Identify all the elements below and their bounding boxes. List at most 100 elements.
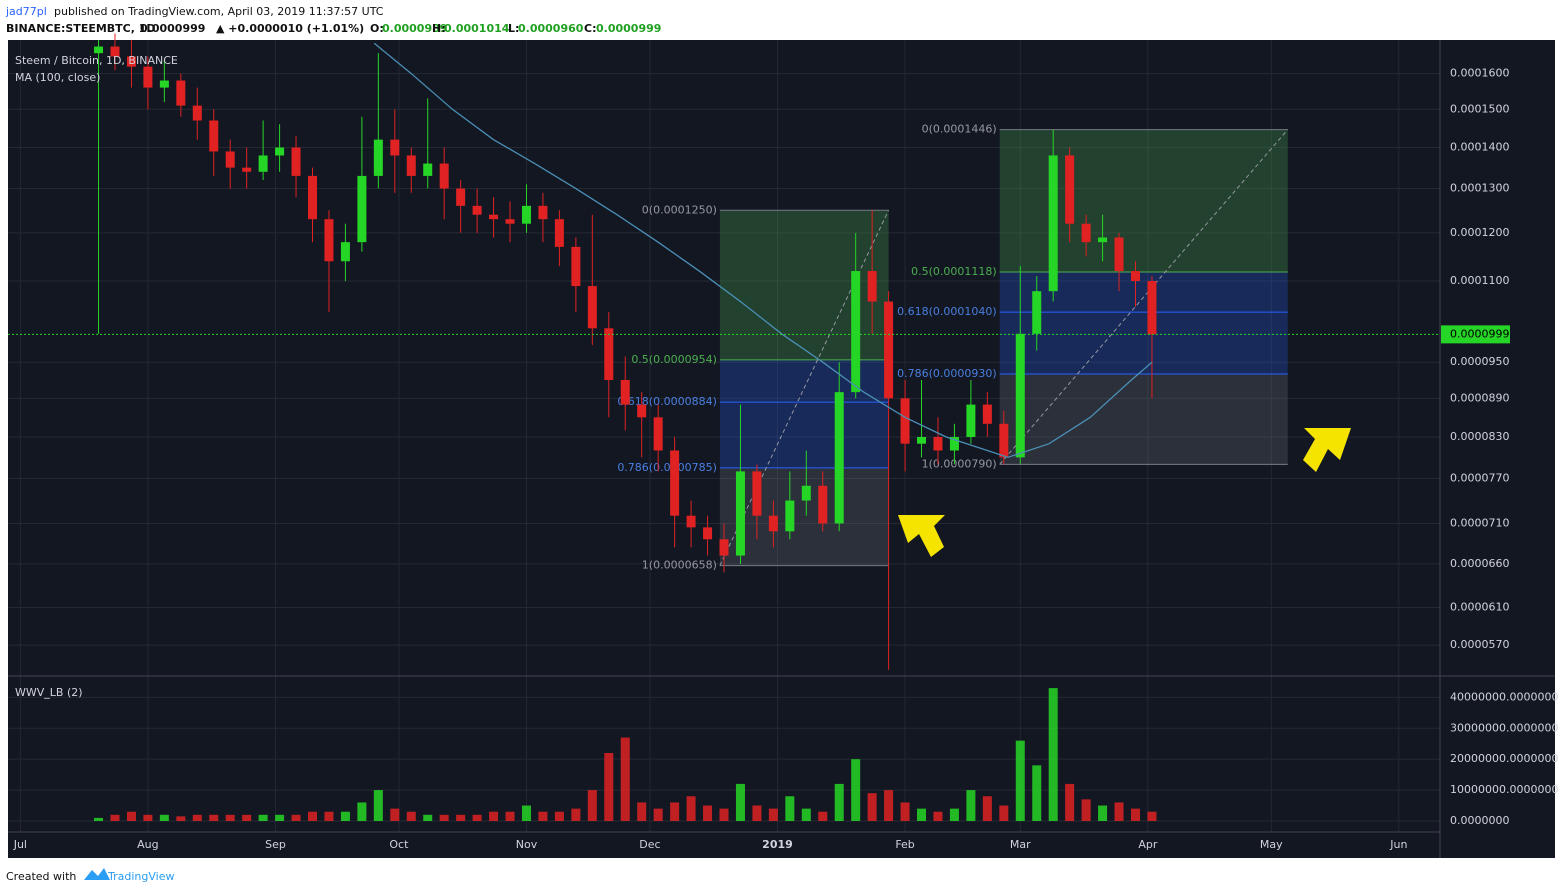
volume-bar — [637, 802, 647, 821]
open-label: O: — [370, 22, 384, 35]
volume-bar — [1114, 802, 1124, 821]
y-tick-label: 0.0000000 — [1450, 814, 1510, 827]
arrow — [1303, 428, 1351, 472]
candle-body — [1081, 223, 1091, 243]
arrows — [898, 428, 1351, 557]
fib-zone — [999, 373, 1288, 465]
volume-bar — [719, 808, 729, 821]
candle-body — [966, 404, 976, 437]
y-tick-label: 0.0001200 — [1450, 226, 1510, 239]
fib-label: 0.618(0.0001040) — [897, 305, 997, 318]
author[interactable]: jad77pl — [5, 5, 47, 18]
fib-trend — [999, 129, 1289, 465]
candle-body — [670, 450, 680, 516]
candle-body — [571, 246, 581, 287]
volume-bar — [1032, 765, 1042, 821]
candle-body — [587, 286, 597, 329]
volume-bar — [209, 814, 219, 821]
legend-title: Steem / Bitcoin, 1D, BINANCE — [15, 54, 178, 67]
y-tick-label: 0.0001600 — [1450, 67, 1510, 80]
candle-body — [521, 205, 531, 224]
x-tick-label: Mar — [1010, 838, 1031, 851]
change: ▲ +0.0000010 (+1.01%) — [216, 22, 364, 35]
fib-label: 0.5(0.0001118) — [911, 265, 997, 278]
volume-bar — [1081, 799, 1091, 821]
fib-zone — [999, 129, 1288, 273]
volume-bar — [423, 814, 433, 821]
volume-bar — [258, 814, 268, 821]
volume-bar — [538, 811, 548, 821]
y-tick-label: 0.0001100 — [1450, 274, 1510, 287]
candle-body — [703, 527, 713, 540]
last: 0.0000999 — [140, 22, 205, 35]
candle-body — [884, 301, 894, 399]
x-tick-label: Aug — [137, 838, 158, 851]
x-tick-label: Nov — [516, 838, 538, 851]
y-tick-label: 0.0001300 — [1450, 182, 1510, 195]
high-label: H: — [432, 22, 446, 35]
candle-body — [999, 423, 1009, 458]
volume-bar — [670, 802, 680, 821]
candle-body — [192, 105, 202, 121]
y-tick-label: 0.0000570 — [1450, 638, 1510, 651]
fib-label: 0(0.0001446) — [922, 123, 997, 136]
candle-body — [275, 147, 285, 156]
candle-body — [851, 271, 861, 393]
volume-bar — [867, 793, 877, 821]
legend-ma: MA (100, close) — [15, 71, 100, 84]
candle-body — [1048, 155, 1058, 292]
candle-body — [949, 436, 959, 451]
candle-body — [472, 205, 482, 215]
y-tick-label: 0.0000890 — [1450, 391, 1510, 404]
volume-bar — [472, 814, 482, 821]
last-price-label: 0.0000999 — [1450, 327, 1510, 340]
candle-body — [1147, 281, 1157, 335]
candle-body — [785, 500, 795, 532]
y-tick-label: 0.0000950 — [1450, 355, 1510, 368]
close: 0.0000999 — [596, 22, 661, 35]
x-tick-label: Jul — [13, 838, 27, 851]
volume-bar — [390, 808, 400, 821]
fib-label: 0.786(0.0000930) — [897, 367, 997, 380]
volume-bar — [620, 737, 630, 821]
volume-bar — [982, 796, 992, 821]
candle-body — [505, 219, 515, 224]
volume-bar — [1015, 740, 1025, 821]
candle-body — [94, 46, 104, 54]
volume-bar — [851, 759, 861, 821]
volume-bar — [1098, 805, 1108, 821]
published: published on TradingView.com, April 03, … — [54, 5, 384, 18]
fib-zone — [719, 402, 889, 468]
candle-body — [867, 271, 877, 302]
volume-bar — [357, 802, 367, 821]
ma-line — [373, 42, 1153, 459]
volume-bar — [94, 817, 104, 821]
footer-brand[interactable]: TradingView — [107, 870, 174, 883]
candle-body — [917, 436, 927, 444]
fib-label: 1(0.0000790) — [922, 457, 997, 470]
candle-body — [637, 404, 647, 418]
x-tick-label: Feb — [895, 838, 914, 851]
x-tick-label: Jun — [1389, 838, 1407, 851]
candle-body — [324, 219, 334, 262]
volume-bar — [818, 811, 828, 821]
candle-body — [1032, 291, 1042, 334]
x-tick-label: 2019 — [762, 838, 793, 851]
x-tick-label: Apr — [1138, 838, 1158, 851]
volume-bar — [143, 814, 153, 821]
y-tick-label: 10000000.0000000 — [1450, 783, 1558, 796]
volume-bar — [373, 790, 383, 821]
volume-bar — [917, 808, 927, 821]
y-tick-label: 30000000.0000000 — [1450, 721, 1558, 734]
candle-body — [735, 471, 745, 556]
candle-body — [423, 163, 433, 176]
x-tick-label: Dec — [639, 838, 660, 851]
volume-bar — [126, 811, 136, 821]
y-tick-label: 0.0000710 — [1450, 516, 1510, 529]
candle-body — [620, 379, 630, 405]
volume-bar — [999, 805, 1009, 821]
candle-body — [258, 155, 268, 172]
x-tick-label: Oct — [389, 838, 409, 851]
candle-body — [538, 205, 548, 220]
fib-label: 0.5(0.0000954) — [631, 353, 717, 366]
